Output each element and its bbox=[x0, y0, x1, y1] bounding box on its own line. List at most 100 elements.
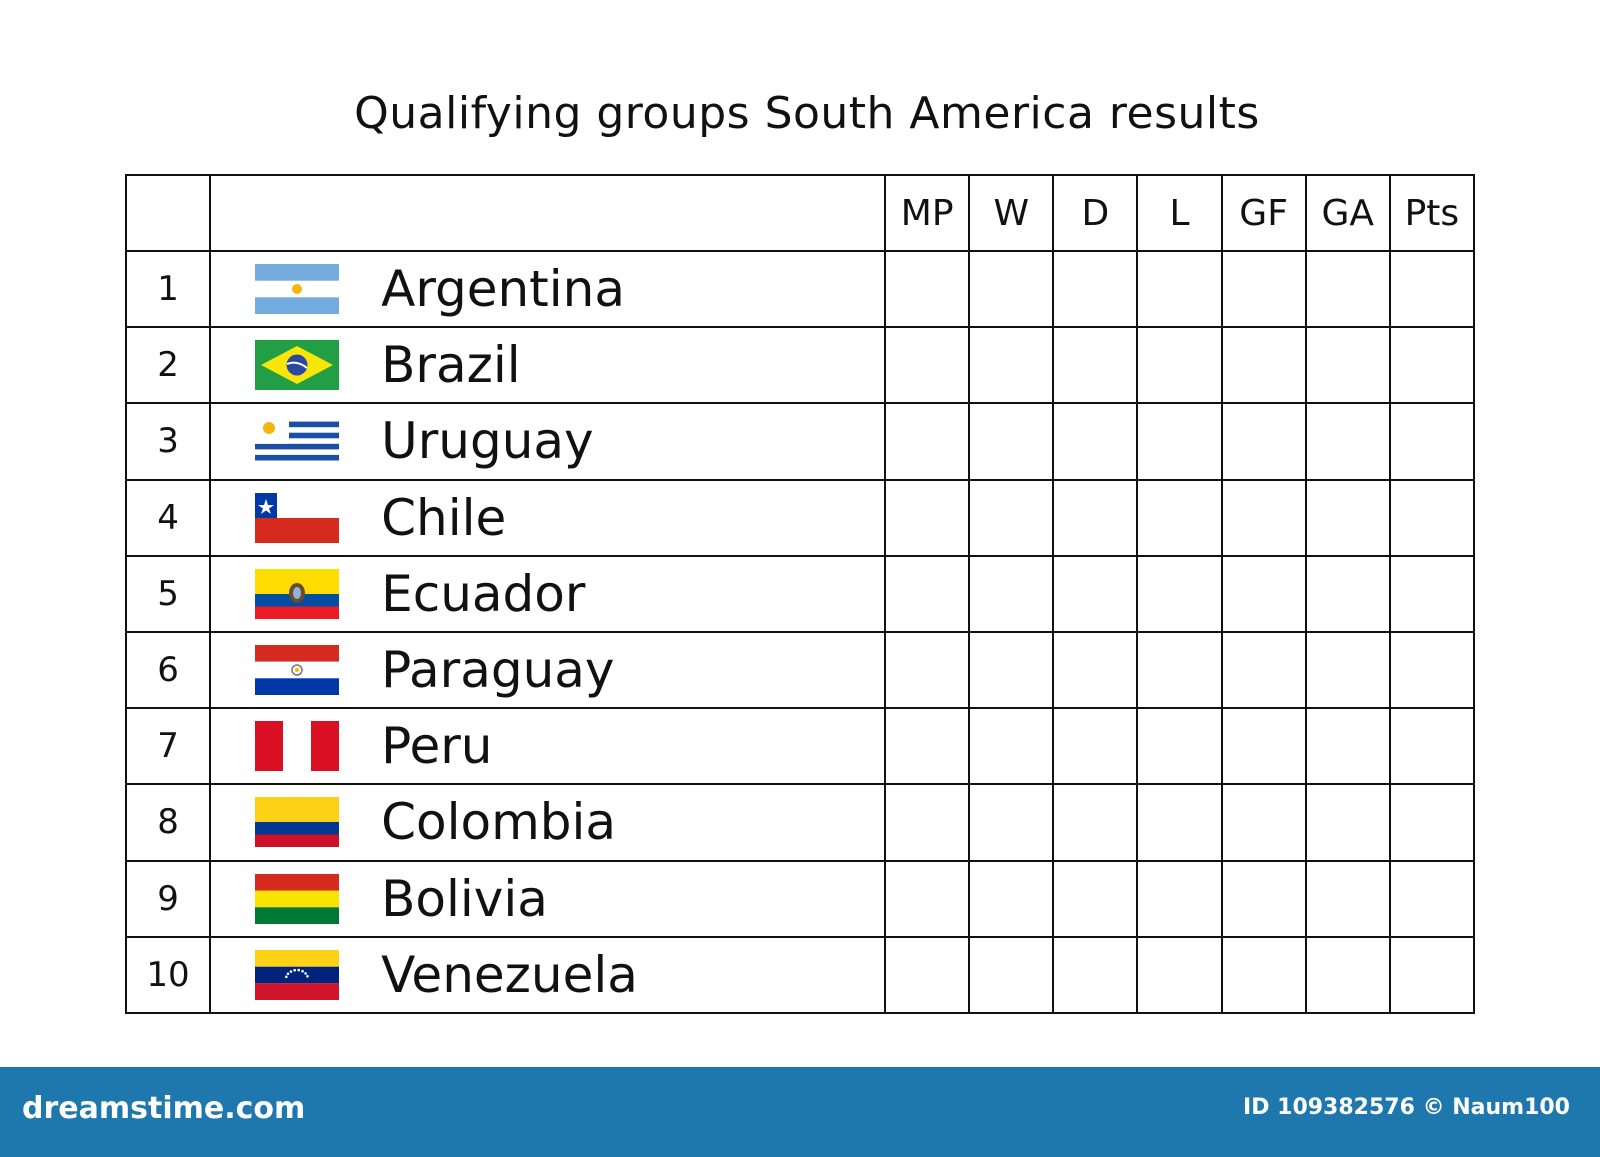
stat-cell-pts bbox=[1388, 783, 1476, 862]
rank-cell: 3 bbox=[124, 402, 212, 481]
stat-cell-w bbox=[968, 478, 1055, 557]
page-title: Qualifying groups South America results bbox=[354, 88, 1260, 139]
stat-cell-w bbox=[968, 554, 1055, 633]
brazil-flag bbox=[255, 340, 340, 391]
stat-cell-gf bbox=[1220, 859, 1307, 938]
rank-cell: 8 bbox=[124, 783, 212, 862]
rank-cell: 9 bbox=[124, 859, 212, 938]
team-cell: Chile bbox=[209, 478, 887, 557]
team-cell: Brazil bbox=[209, 326, 887, 405]
stat-cell-gf bbox=[1220, 554, 1307, 633]
stat-cell-l bbox=[1136, 326, 1223, 405]
rank-cell: 5 bbox=[124, 554, 212, 633]
stat-cell-w bbox=[968, 859, 1055, 938]
team-name: Peru bbox=[381, 717, 493, 776]
rank-cell: 7 bbox=[124, 707, 212, 786]
stat-cell-ga bbox=[1304, 707, 1391, 786]
stat-cell-w bbox=[968, 326, 1055, 405]
stat-cell-w bbox=[968, 630, 1055, 710]
stat-cell-ga bbox=[1304, 935, 1391, 1015]
stat-cell-gf bbox=[1220, 249, 1307, 329]
stat-cell-ga bbox=[1304, 249, 1391, 329]
stat-cell-pts bbox=[1388, 249, 1476, 329]
stat-cell-pts bbox=[1388, 707, 1476, 786]
stat-cell-d bbox=[1052, 326, 1139, 405]
stat-cell-mp bbox=[884, 249, 971, 329]
peru-flag bbox=[255, 721, 340, 772]
footer-bar: dreamstime.com ID 109382576 © Naum100 bbox=[0, 1067, 1600, 1157]
stat-cell-l bbox=[1136, 554, 1223, 633]
team-name: Brazil bbox=[381, 336, 521, 395]
stat-cell-d bbox=[1052, 478, 1139, 557]
stat-cell-gf bbox=[1220, 630, 1307, 710]
stat-cell-d bbox=[1052, 630, 1139, 710]
team-cell: Uruguay bbox=[209, 402, 887, 481]
rank-cell: 10 bbox=[124, 935, 212, 1015]
chile-flag bbox=[255, 492, 340, 543]
stat-cell-l bbox=[1136, 707, 1223, 786]
stat-cell-ga bbox=[1304, 478, 1391, 557]
stat-cell-ga bbox=[1304, 859, 1391, 938]
team-cell: Bolivia bbox=[209, 859, 887, 938]
stat-cell-gf bbox=[1220, 707, 1307, 786]
brand-logo: dreamstime.com bbox=[22, 1091, 306, 1126]
team-name: Chile bbox=[381, 488, 507, 547]
header-row: MP W D L GF GA Pts bbox=[124, 174, 1476, 252]
ecuador-flag bbox=[255, 568, 340, 619]
stat-cell-mp bbox=[884, 707, 971, 786]
stat-cell-w bbox=[968, 935, 1055, 1015]
team-name: Venezuela bbox=[381, 945, 638, 1004]
stat-cell-gf bbox=[1220, 783, 1307, 862]
stat-cell-mp bbox=[884, 326, 971, 405]
stat-cell-w bbox=[968, 707, 1055, 786]
stat-cell-l bbox=[1136, 249, 1223, 329]
team-cell: Argentina bbox=[209, 249, 887, 329]
team-cell: Ecuador bbox=[209, 554, 887, 633]
stat-cell-mp bbox=[884, 478, 971, 557]
table-row: 5 Ecuador bbox=[124, 554, 1476, 633]
stat-cell-ga bbox=[1304, 630, 1391, 710]
stat-cell-pts bbox=[1388, 630, 1476, 710]
stat-cell-ga bbox=[1304, 326, 1391, 405]
stat-cell-l bbox=[1136, 630, 1223, 710]
stat-cell-pts bbox=[1388, 478, 1476, 557]
stat-cell-gf bbox=[1220, 478, 1307, 557]
table-row: 1 Argentina bbox=[124, 249, 1476, 329]
table-row: 8 Colombia bbox=[124, 783, 1476, 862]
stat-cell-mp bbox=[884, 630, 971, 710]
rank-cell: 6 bbox=[124, 630, 212, 710]
image-credit: ID 109382576 © Naum100 bbox=[1243, 1095, 1570, 1120]
stat-cell-l bbox=[1136, 935, 1223, 1015]
stat-cell-pts bbox=[1388, 326, 1476, 405]
stat-cell-pts bbox=[1388, 554, 1476, 633]
stat-cell-gf bbox=[1220, 935, 1307, 1015]
stat-cell-l bbox=[1136, 478, 1223, 557]
stat-cell-mp bbox=[884, 859, 971, 938]
table-row: 6 Paraguay bbox=[124, 630, 1476, 710]
stat-cell-mp bbox=[884, 935, 971, 1015]
uruguay-flag bbox=[255, 416, 340, 467]
table-row: 2 Brazil bbox=[124, 326, 1476, 405]
stat-cell-w bbox=[968, 783, 1055, 862]
stat-cell-l bbox=[1136, 402, 1223, 481]
stat-cell-pts bbox=[1388, 859, 1476, 938]
team-cell: Paraguay bbox=[209, 630, 887, 710]
stat-cell-d bbox=[1052, 402, 1139, 481]
stat-cell-ga bbox=[1304, 402, 1391, 481]
argentina-flag bbox=[255, 264, 340, 315]
stat-cell-mp bbox=[884, 783, 971, 862]
stat-cell-w bbox=[968, 402, 1055, 481]
team-name: Uruguay bbox=[381, 412, 594, 471]
team-name: Paraguay bbox=[381, 641, 615, 700]
stat-cell-pts bbox=[1388, 402, 1476, 481]
column-header-d: D bbox=[1052, 174, 1139, 252]
table-row: 10 Venezuela bbox=[124, 935, 1476, 1015]
stat-cell-mp bbox=[884, 402, 971, 481]
team-name: Bolivia bbox=[381, 869, 548, 928]
team-name: Ecuador bbox=[381, 564, 586, 623]
team-cell: Colombia bbox=[209, 783, 887, 862]
stat-cell-l bbox=[1136, 859, 1223, 938]
column-header-l: L bbox=[1136, 174, 1223, 252]
colombia-flag bbox=[255, 797, 340, 848]
stat-cell-d bbox=[1052, 783, 1139, 862]
